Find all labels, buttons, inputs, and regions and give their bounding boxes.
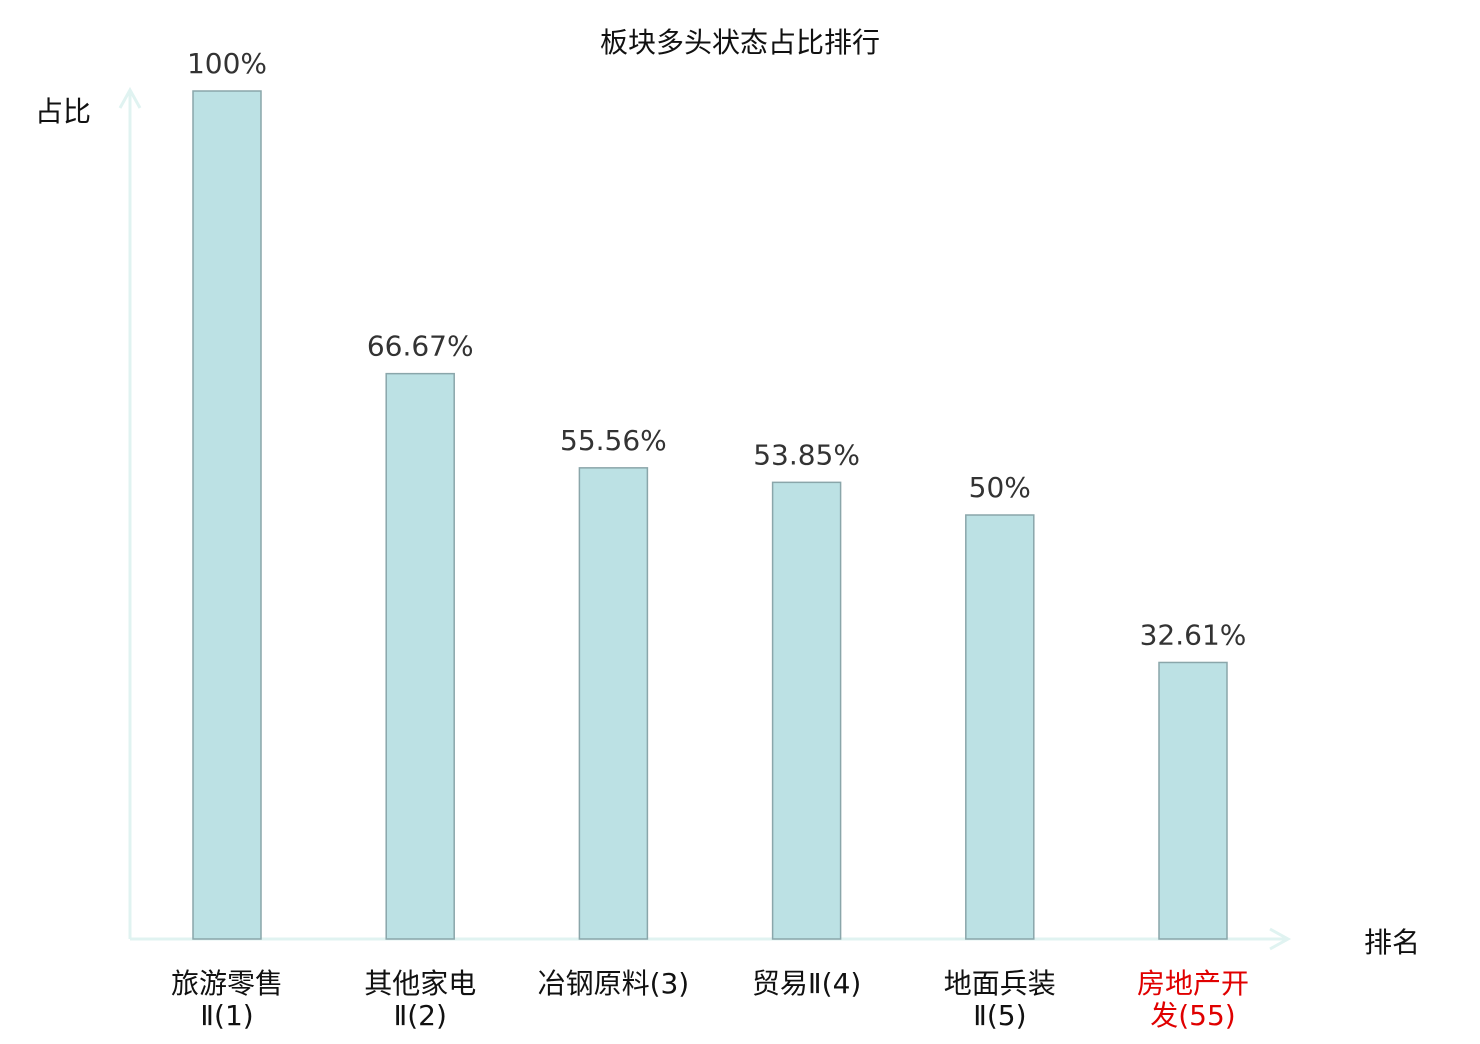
y-axis-label: 占比 (35, 95, 91, 128)
x-axis (130, 927, 1292, 951)
x-tick-label: Ⅱ(1) (200, 999, 253, 1032)
bar (1158, 661, 1228, 940)
x-tick-label: Ⅱ(2) (393, 999, 446, 1032)
bar (578, 467, 649, 940)
x-tick-label: Ⅱ(5) (973, 999, 1026, 1032)
x-axis-label: 排名 (1364, 926, 1420, 959)
data-label: 100% (187, 47, 267, 80)
bar (771, 481, 842, 940)
x-tick-label: 冶钢原料(3) (538, 967, 690, 1000)
x-tick-label: 地面兵装 (944, 967, 1056, 1000)
x-tick-label: 贸易Ⅱ(4) (752, 967, 861, 1000)
y-axis (118, 86, 142, 939)
bar (965, 514, 1035, 940)
data-label: 55.56% (560, 424, 667, 457)
x-tick-label: 房地产开 (1137, 967, 1249, 1000)
data-label: 50% (969, 471, 1031, 504)
data-label: 32.61% (1140, 618, 1247, 651)
chart-title: 板块多头状态占比排行 (600, 26, 880, 59)
data-label: 53.85% (753, 438, 860, 471)
x-tick-label: 其他家电 (364, 967, 476, 1000)
bar (385, 372, 455, 940)
x-tick-label: 旅游零售 (171, 967, 283, 1000)
data-label: 66.67% (367, 330, 474, 363)
bar (192, 90, 262, 940)
x-tick-label: 发(55) (1150, 999, 1235, 1032)
